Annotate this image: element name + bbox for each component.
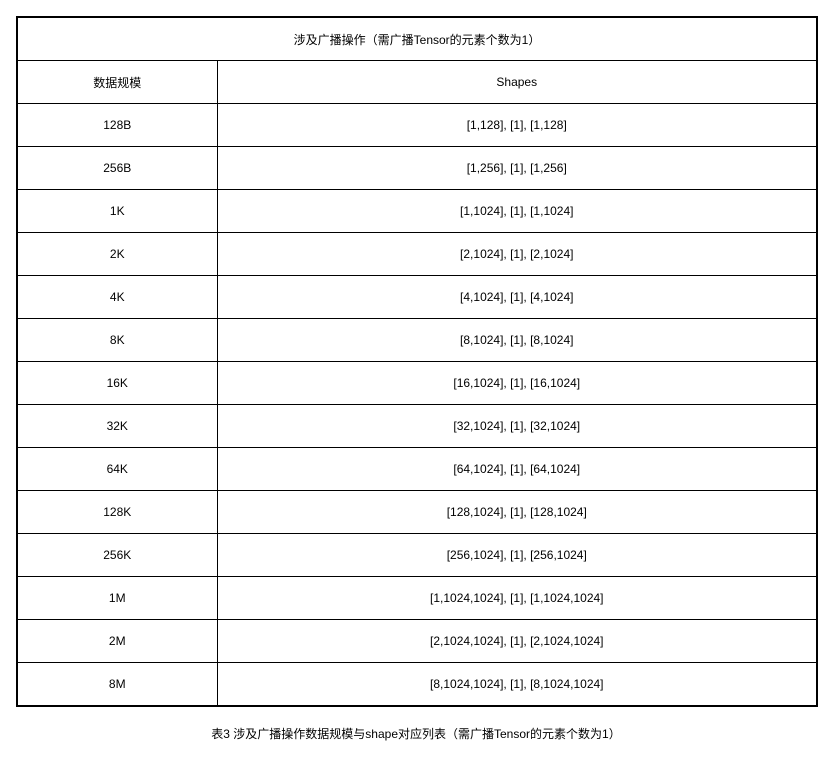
cell-size: 2K [17,233,217,276]
cell-shapes: [32,1024], [1], [32,1024] [217,405,817,448]
table-row: 256B [1,256], [1], [1,256] [17,147,817,190]
cell-size: 256K [17,534,217,577]
cell-size: 256B [17,147,217,190]
cell-shapes: [4,1024], [1], [4,1024] [217,276,817,319]
cell-shapes: [1,256], [1], [1,256] [217,147,817,190]
table-row: 16K [16,1024], [1], [16,1024] [17,362,817,405]
cell-shapes: [128,1024], [1], [128,1024] [217,491,817,534]
cell-size: 4K [17,276,217,319]
cell-size: 8M [17,663,217,707]
table-row: 8K [8,1024], [1], [8,1024] [17,319,817,362]
cell-shapes: [8,1024], [1], [8,1024] [217,319,817,362]
cell-shapes: [16,1024], [1], [16,1024] [217,362,817,405]
table-row: 1M [1,1024,1024], [1], [1,1024,1024] [17,577,817,620]
table-header-row: 数据规模 Shapes [17,61,817,104]
cell-shapes: [1,1024], [1], [1,1024] [217,190,817,233]
table-row: 128B [1,128], [1], [1,128] [17,104,817,147]
cell-shapes: [1,128], [1], [1,128] [217,104,817,147]
table-row: 2K [2,1024], [1], [2,1024] [17,233,817,276]
table-row: 8M [8,1024,1024], [1], [8,1024,1024] [17,663,817,707]
cell-size: 16K [17,362,217,405]
cell-size: 2M [17,620,217,663]
cell-size: 1K [17,190,217,233]
header-shapes: Shapes [217,61,817,104]
table-row: 4K [4,1024], [1], [4,1024] [17,276,817,319]
cell-shapes: [8,1024,1024], [1], [8,1024,1024] [217,663,817,707]
cell-shapes: [64,1024], [1], [64,1024] [217,448,817,491]
header-data-size: 数据规模 [17,61,217,104]
table-caption: 表3 涉及广播操作数据规模与shape对应列表（需广播Tensor的元素个数为1… [16,725,816,742]
table-row: 32K [32,1024], [1], [32,1024] [17,405,817,448]
cell-size: 128B [17,104,217,147]
table-title-row: 涉及广播操作（需广播Tensor的元素个数为1） [17,17,817,61]
cell-shapes: [1,1024,1024], [1], [1,1024,1024] [217,577,817,620]
cell-shapes: [2,1024,1024], [1], [2,1024,1024] [217,620,817,663]
broadcast-shapes-table: 涉及广播操作（需广播Tensor的元素个数为1） 数据规模 Shapes 128… [16,16,818,707]
table-row: 1K [1,1024], [1], [1,1024] [17,190,817,233]
cell-shapes: [2,1024], [1], [2,1024] [217,233,817,276]
table-row: 2M [2,1024,1024], [1], [2,1024,1024] [17,620,817,663]
cell-size: 128K [17,491,217,534]
table-body: 128B [1,128], [1], [1,128] 256B [1,256],… [17,104,817,707]
cell-size: 32K [17,405,217,448]
table-row: 64K [64,1024], [1], [64,1024] [17,448,817,491]
table-row: 256K [256,1024], [1], [256,1024] [17,534,817,577]
cell-shapes: [256,1024], [1], [256,1024] [217,534,817,577]
table-title: 涉及广播操作（需广播Tensor的元素个数为1） [17,17,817,61]
table-row: 128K [128,1024], [1], [128,1024] [17,491,817,534]
cell-size: 64K [17,448,217,491]
cell-size: 8K [17,319,217,362]
cell-size: 1M [17,577,217,620]
